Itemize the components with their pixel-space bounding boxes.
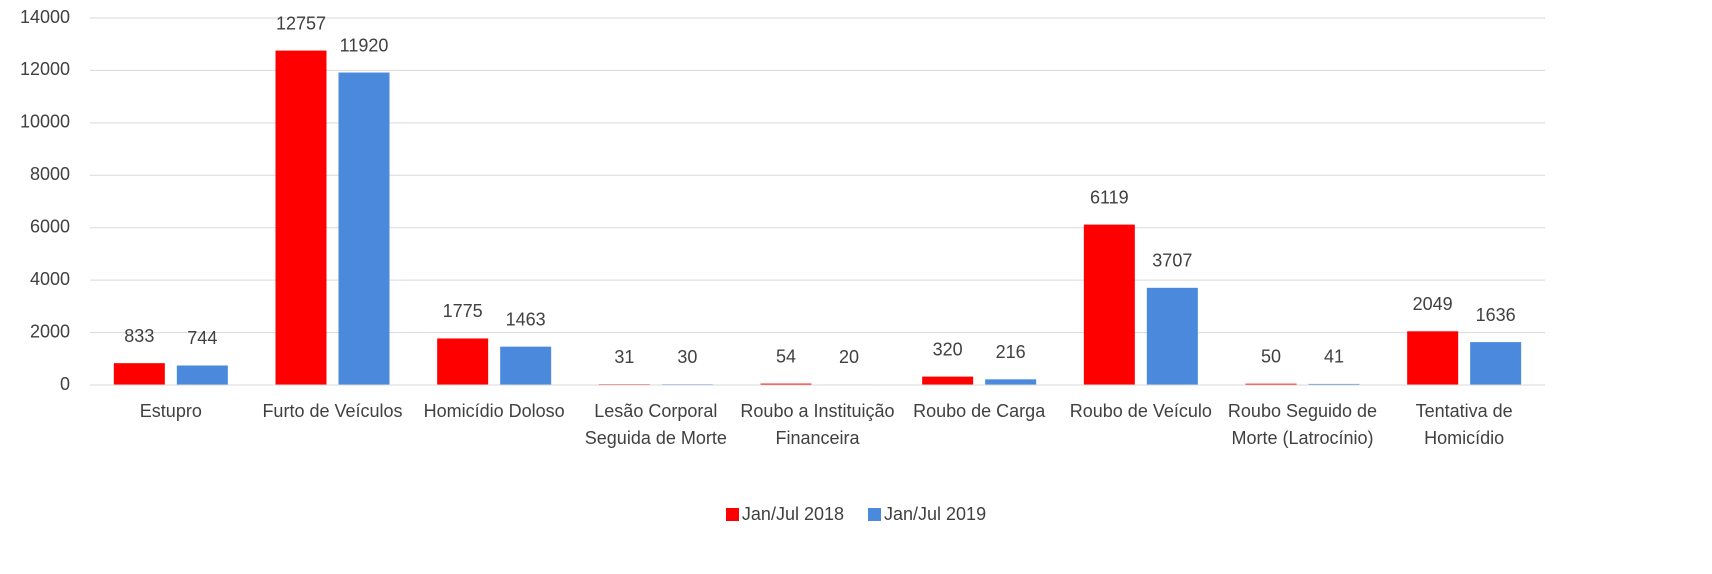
value-label: 50 [1261, 346, 1281, 366]
y-tick-label: 0 [60, 374, 70, 394]
bar [500, 346, 552, 385]
bar [275, 50, 327, 386]
value-label: 11920 [340, 35, 389, 55]
bar [437, 338, 489, 385]
value-label: 54 [776, 346, 796, 366]
bar [1245, 383, 1297, 385]
value-label: 2049 [1413, 294, 1453, 314]
y-tick-label: 12000 [20, 59, 70, 79]
value-label: 41 [1324, 347, 1344, 367]
bar [922, 376, 974, 385]
y-tick-label: 10000 [20, 112, 70, 132]
value-label: 12757 [276, 13, 326, 33]
value-label: 1463 [506, 309, 546, 329]
legend-label: Jan/Jul 2019 [884, 504, 987, 524]
y-tick-label: 4000 [30, 269, 70, 289]
y-tick-label: 14000 [20, 7, 70, 27]
bar [1146, 287, 1198, 385]
bar [1470, 342, 1522, 385]
bar [113, 363, 165, 385]
legend: Jan/Jul 2018 Jan/Jul 2019 [0, 504, 1712, 525]
bar [338, 72, 390, 386]
bar [985, 379, 1037, 385]
x-tick-label: Roubo de Veículo [1069, 401, 1212, 421]
x-tick-label: Roubo Seguido de Morte (Latrocínio) [1227, 401, 1378, 448]
bar [1083, 224, 1135, 385]
value-label: 1775 [443, 301, 483, 321]
bar [1407, 331, 1459, 385]
value-label: 833 [124, 326, 154, 346]
legend-item: Jan/Jul 2018 [725, 504, 844, 525]
x-tick-label: Estupro [139, 401, 202, 421]
value-label: 20 [839, 347, 859, 367]
x-tick-label: Furto de Veículos [262, 401, 403, 421]
x-tick-label: Roubo de Carga [913, 401, 1046, 421]
value-label: 320 [933, 339, 963, 359]
legend-swatch [725, 508, 739, 521]
bar [176, 365, 228, 385]
y-tick-label: 2000 [30, 321, 70, 341]
legend-label: Jan/Jul 2018 [741, 504, 844, 524]
value-label: 1636 [1476, 305, 1516, 325]
legend-swatch [868, 508, 881, 521]
x-tick-label: Tentativa de Homicídio [1415, 401, 1513, 448]
x-tick-label: Roubo a Instituição Financeira [740, 401, 895, 448]
value-label: 31 [614, 347, 634, 367]
y-tick-label: 6000 [30, 216, 70, 236]
y-tick-label: 8000 [30, 164, 70, 184]
x-tick-label: Homicídio Doloso [423, 401, 565, 421]
legend-item: Jan/Jul 2019 [868, 504, 986, 525]
value-label: 744 [187, 328, 217, 348]
value-label: 30 [677, 347, 697, 367]
bar [1308, 383, 1360, 385]
value-label: 6119 [1090, 187, 1129, 207]
value-label: 3707 [1152, 251, 1192, 271]
x-tick-label: Lesão Corporal Seguida de Morte [584, 401, 727, 448]
value-label: 216 [996, 342, 1026, 362]
bar [760, 383, 812, 385]
